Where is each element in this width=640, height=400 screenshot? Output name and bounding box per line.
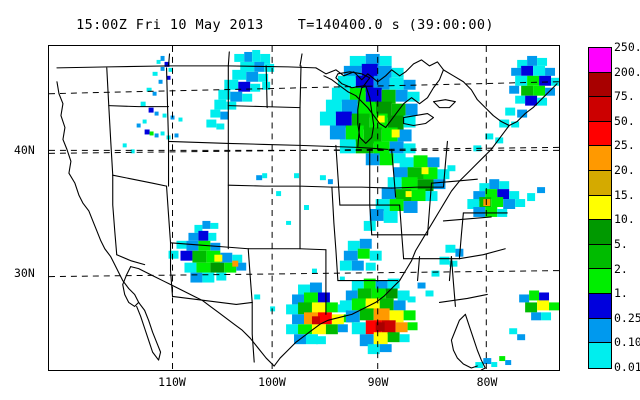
precip-ohio-valley	[363, 155, 450, 231]
colorbar-tick-label: 250.	[614, 40, 640, 54]
precip-upper-plains	[206, 49, 275, 130]
map-plot-area	[48, 45, 560, 371]
colorbar-segment	[589, 171, 611, 196]
lat-line-30n	[49, 270, 559, 278]
colorbar-tick-label: 1.	[614, 286, 628, 301]
precip-southern-rockies	[168, 220, 247, 283]
colorbar-tick-label: 75.	[614, 89, 635, 104]
colorbar-segment	[589, 318, 611, 344]
colorbar-segment	[589, 97, 611, 122]
map-canvas	[49, 46, 559, 370]
precip-southeast	[407, 244, 464, 303]
colorbar-tick-label: 15.	[614, 187, 635, 202]
precip-florida	[475, 356, 512, 369]
colorbar-segment	[589, 121, 611, 147]
colorbar	[588, 47, 612, 369]
x-tick-100w: 100W	[258, 375, 286, 389]
x-tick-80w: 80W	[476, 375, 498, 389]
map-graticule	[49, 46, 559, 370]
colorbar-segment	[589, 220, 611, 245]
colorbar-segment	[589, 269, 611, 295]
y-tick-40n: 40N	[14, 143, 35, 157]
colorbar-segment	[589, 48, 611, 73]
colorbar-segment	[589, 72, 611, 98]
colorbar-segment	[589, 244, 611, 270]
colorbar-tick-label: 0.25	[614, 310, 640, 325]
lat-line-40n	[49, 146, 559, 154]
precip-atlantic-offshore	[467, 179, 559, 341]
y-tick-30n: 30N	[14, 266, 35, 280]
precip-gulf-coast-core	[339, 278, 418, 355]
x-tick-110w: 110W	[158, 375, 186, 389]
x-tick-90w: 90W	[367, 375, 389, 389]
colorbar-tick-label: 0.10	[614, 335, 640, 350]
colorbar-segment	[589, 146, 611, 172]
precip-northern-rockies	[122, 55, 183, 154]
colorbar-tick-label: 2.	[614, 261, 628, 276]
colorbar-segment	[589, 195, 611, 221]
colorbar-tick-label: 5.	[614, 236, 628, 251]
colorbar-tick-label: 10.	[614, 212, 635, 227]
colorbar-tick-label: 0.01	[614, 360, 640, 374]
map-outlines	[56, 51, 558, 370]
figure-title: 15:00Z Fri 10 May 2013 T=140400.0 s (39:…	[76, 17, 494, 33]
lat-line-45n-top	[49, 81, 559, 95]
colorbar-tick-label: 200.	[614, 64, 640, 79]
precip-northeast	[447, 55, 559, 172]
colorbar-tick-label: 25.	[614, 138, 635, 153]
colorbar-segment	[589, 343, 611, 368]
precipitation-field	[122, 49, 559, 369]
colorbar-segment	[589, 294, 611, 319]
precip-mid-south	[339, 238, 382, 271]
precip-texas-coast	[286, 282, 354, 345]
colorbar-tick-label: 50.	[614, 113, 635, 128]
colorbar-tick-label: 20.	[614, 163, 635, 178]
